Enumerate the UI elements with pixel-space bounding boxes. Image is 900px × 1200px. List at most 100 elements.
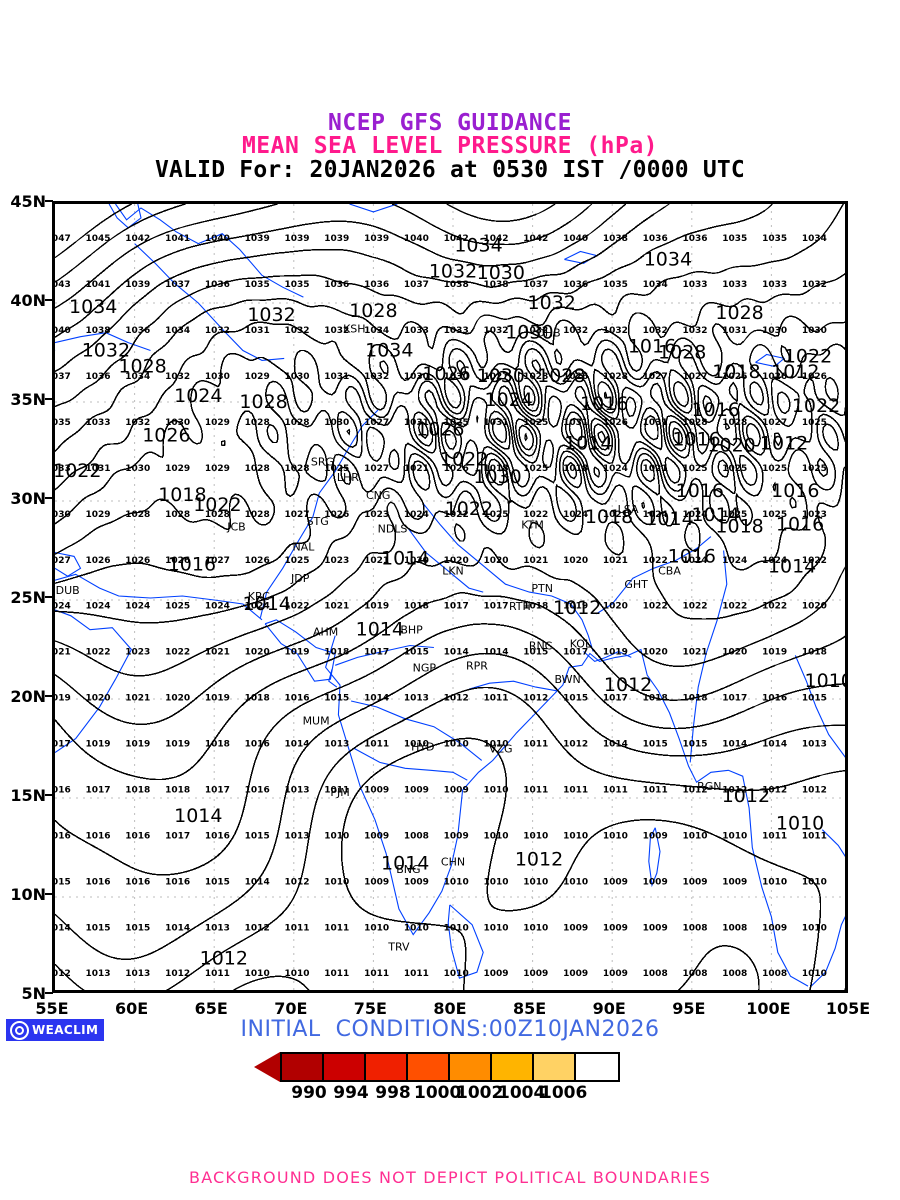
svg-text:1020: 1020 <box>603 602 628 612</box>
svg-text:1016: 1016 <box>125 831 150 841</box>
svg-text:BWN: BWN <box>554 673 580 686</box>
svg-text:1021: 1021 <box>324 602 349 612</box>
svg-text:MUM: MUM <box>303 715 330 728</box>
x-axis-tick-label: 85E <box>500 999 560 1018</box>
svg-text:LKN: LKN <box>442 564 464 577</box>
svg-text:1009: 1009 <box>444 786 469 796</box>
svg-text:1029: 1029 <box>205 464 230 474</box>
svg-text:1010: 1010 <box>805 670 848 692</box>
svg-text:VZG: VZG <box>489 743 513 756</box>
map-container: 1012101310131012101110101010101110111011… <box>52 201 848 993</box>
svg-text:1040: 1040 <box>563 234 588 244</box>
svg-text:1034: 1034 <box>802 234 827 244</box>
svg-text:1011: 1011 <box>483 694 508 704</box>
colorbar-cell <box>366 1054 408 1080</box>
svg-text:1010: 1010 <box>483 786 508 796</box>
svg-text:1019: 1019 <box>364 602 389 612</box>
svg-text:1032: 1032 <box>247 304 295 326</box>
svg-text:1017: 1017 <box>364 648 389 658</box>
svg-text:1019: 1019 <box>762 648 787 658</box>
svg-text:1015: 1015 <box>85 923 110 933</box>
svg-text:1009: 1009 <box>762 923 787 933</box>
svg-text:1018: 1018 <box>563 464 588 474</box>
svg-text:PJM: PJM <box>330 786 349 799</box>
svg-text:1013: 1013 <box>284 786 309 796</box>
svg-text:1028: 1028 <box>603 372 628 382</box>
svg-text:1034: 1034 <box>643 280 668 290</box>
svg-text:1011: 1011 <box>324 923 349 933</box>
svg-text:1028: 1028 <box>537 365 585 387</box>
svg-text:1019: 1019 <box>85 740 110 750</box>
svg-text:1034: 1034 <box>165 326 190 336</box>
svg-text:1027: 1027 <box>762 418 787 428</box>
svg-text:1021: 1021 <box>643 464 668 474</box>
svg-text:1025: 1025 <box>802 418 827 428</box>
svg-text:1034: 1034 <box>69 296 117 318</box>
page-title: NCEP GFS GUIDANCE <box>0 112 900 135</box>
svg-text:1020: 1020 <box>722 648 747 658</box>
svg-text:1018: 1018 <box>712 361 760 383</box>
svg-text:1028: 1028 <box>245 464 270 474</box>
svg-text:1015: 1015 <box>205 877 230 887</box>
svg-text:1032: 1032 <box>802 280 827 290</box>
svg-text:LSA: LSA <box>618 503 639 516</box>
svg-text:1023: 1023 <box>364 510 389 520</box>
svg-text:1036: 1036 <box>125 326 150 336</box>
svg-text:BNG: BNG <box>396 863 420 876</box>
svg-text:1010: 1010 <box>444 969 469 979</box>
y-axis-tick <box>45 497 53 499</box>
svg-text:RGN: RGN <box>697 780 721 793</box>
svg-text:CHN: CHN <box>441 855 465 868</box>
svg-text:1016: 1016 <box>85 831 110 841</box>
svg-text:1010: 1010 <box>563 877 588 887</box>
svg-text:1011: 1011 <box>324 969 349 979</box>
svg-text:1009: 1009 <box>404 877 429 887</box>
svg-text:1024: 1024 <box>485 389 533 411</box>
svg-text:1010: 1010 <box>364 923 389 933</box>
y-axis-tick <box>45 299 53 301</box>
colorbar-cell <box>282 1054 324 1080</box>
svg-text:1039: 1039 <box>245 234 270 244</box>
svg-text:1039: 1039 <box>364 234 389 244</box>
svg-text:1014: 1014 <box>483 648 508 658</box>
svg-text:CBA: CBA <box>658 564 681 577</box>
svg-text:STG: STG <box>307 515 329 528</box>
svg-text:1047: 1047 <box>55 234 71 244</box>
svg-text:1032: 1032 <box>563 326 588 336</box>
svg-text:1015: 1015 <box>245 831 270 841</box>
svg-text:BHP: BHP <box>400 624 423 637</box>
svg-text:1016: 1016 <box>55 831 71 841</box>
svg-text:1012: 1012 <box>771 361 819 383</box>
svg-text:1009: 1009 <box>404 786 429 796</box>
colorbar-cell <box>534 1054 576 1080</box>
svg-text:1010: 1010 <box>483 923 508 933</box>
svg-text:1026: 1026 <box>245 556 270 566</box>
svg-text:1009: 1009 <box>364 831 389 841</box>
svg-text:1032: 1032 <box>528 292 576 314</box>
svg-text:KRC: KRC <box>248 590 270 603</box>
svg-text:1018: 1018 <box>802 648 827 658</box>
y-axis-tick-label: 30N <box>2 489 46 508</box>
svg-text:1012: 1012 <box>760 433 808 455</box>
svg-text:1042: 1042 <box>125 234 150 244</box>
svg-text:1016: 1016 <box>692 399 740 421</box>
svg-text:GHT: GHT <box>624 578 648 591</box>
svg-text:1015: 1015 <box>643 740 668 750</box>
svg-text:1033: 1033 <box>444 326 469 336</box>
svg-text:1016: 1016 <box>125 877 150 887</box>
x-axis-tick-label: 95E <box>659 999 719 1018</box>
svg-text:1018: 1018 <box>324 648 349 658</box>
svg-text:1010: 1010 <box>802 969 827 979</box>
svg-text:1012: 1012 <box>722 785 770 807</box>
svg-text:1041: 1041 <box>85 280 110 290</box>
x-axis-tick-label: 105E <box>818 999 878 1018</box>
svg-text:1037: 1037 <box>165 280 190 290</box>
svg-text:1021: 1021 <box>404 464 429 474</box>
svg-text:1036: 1036 <box>682 234 707 244</box>
svg-text:1024: 1024 <box>603 464 628 474</box>
svg-text:1030: 1030 <box>473 466 521 488</box>
svg-text:1030: 1030 <box>55 510 71 520</box>
y-axis-tick-label: 25N <box>2 588 46 607</box>
svg-text:1012: 1012 <box>245 923 270 933</box>
svg-text:1028: 1028 <box>118 355 166 377</box>
